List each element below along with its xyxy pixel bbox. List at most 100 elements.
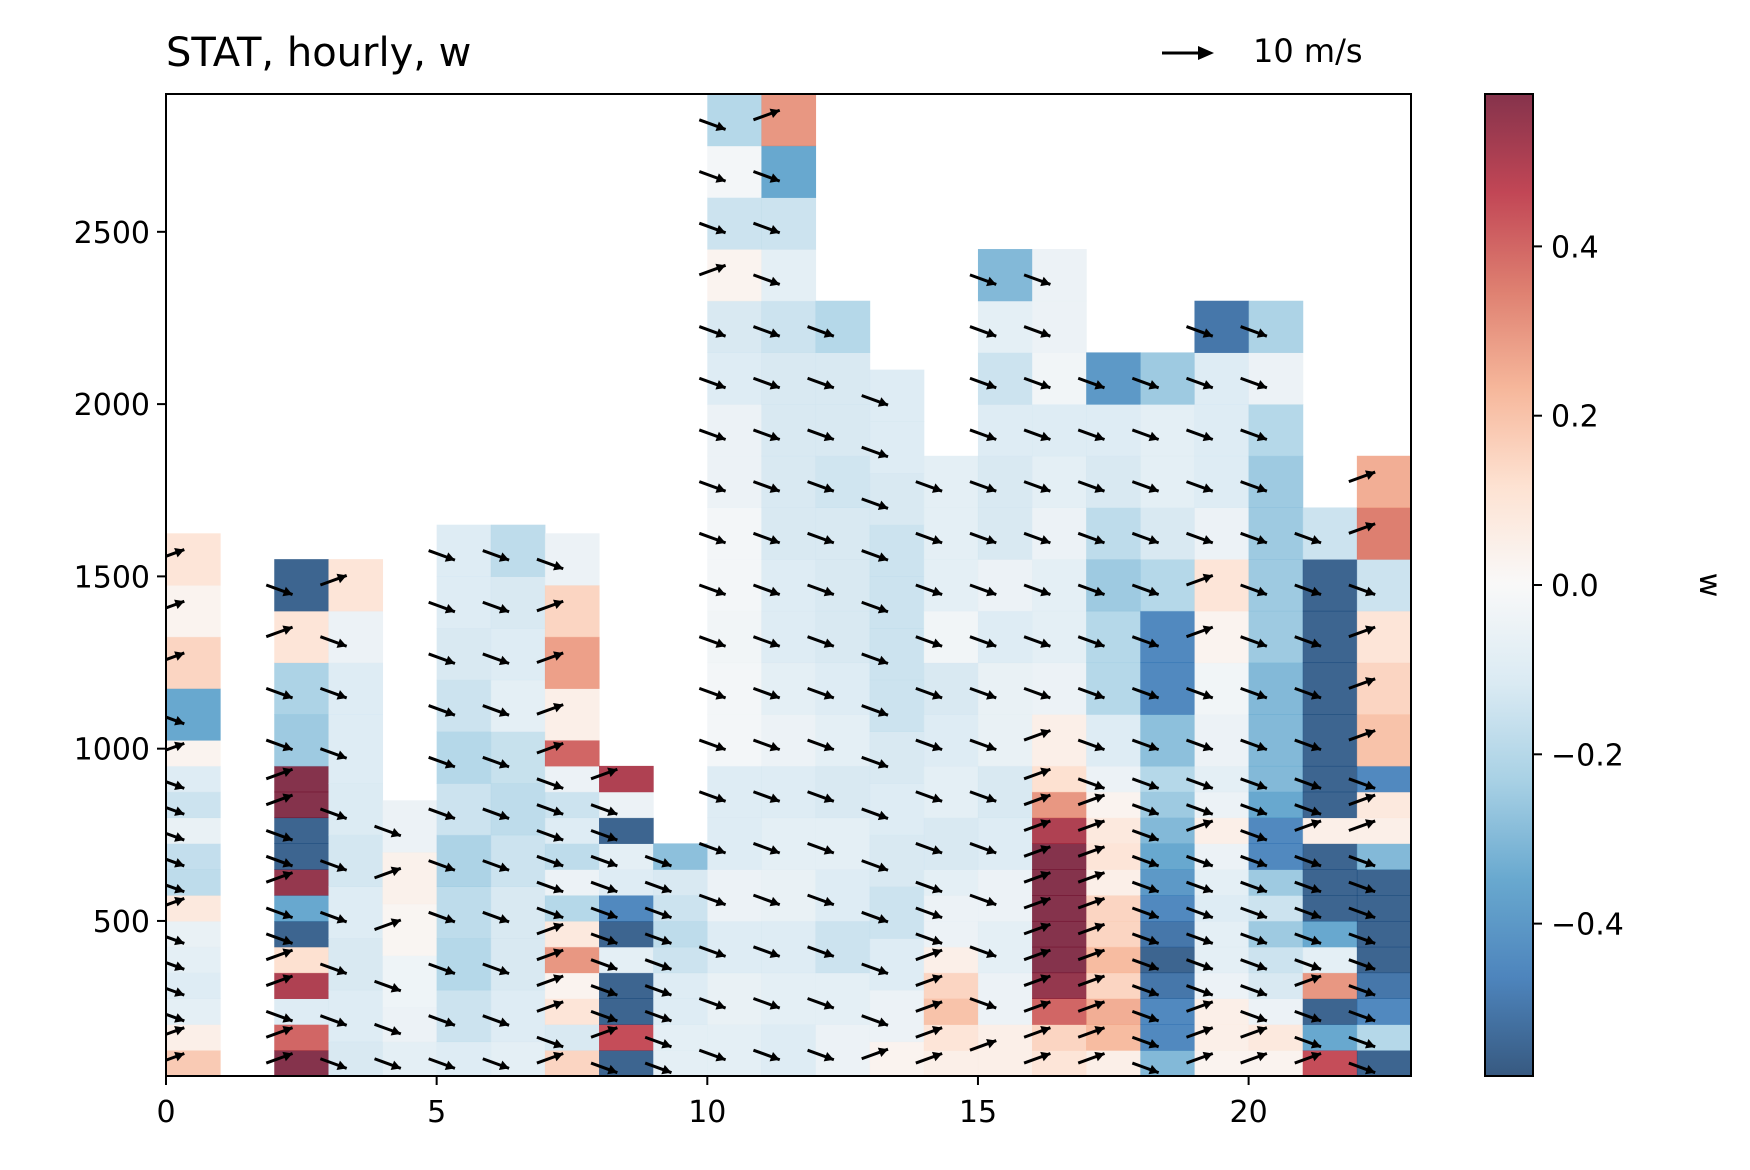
wind-arrow [861, 859, 889, 872]
wind-arrow [1131, 854, 1160, 868]
wind-arrow [969, 583, 997, 597]
heatmap-cell [923, 559, 979, 612]
heatmap-cell [815, 817, 871, 870]
wind-arrow [752, 686, 781, 700]
wind-arrow [482, 1057, 510, 1070]
wind-arrow [166, 1012, 185, 1023]
wind-arrow [807, 790, 835, 803]
x-tick-label: 0 [156, 1095, 175, 1130]
wind-arrow [536, 948, 564, 962]
x-tick-label: 5 [427, 1095, 446, 1130]
heatmap-cell [869, 369, 925, 422]
wind-arrow [1294, 531, 1322, 545]
wind-arrow [319, 1014, 348, 1027]
wind-arrow [482, 859, 510, 872]
wind-arrow [1131, 1061, 1160, 1075]
wind-arrow [590, 880, 618, 894]
wind-arrow [698, 893, 727, 907]
heatmap-cell [1356, 895, 1411, 922]
wind-arrow [1023, 376, 1051, 390]
wind-arrow [1023, 793, 1051, 807]
wind-arrow [1240, 777, 1268, 791]
y-tick-label: 500 [93, 905, 150, 940]
heatmap-cell [923, 998, 979, 1025]
heatmap-cell [274, 869, 329, 896]
wind-arrow [265, 870, 294, 884]
wind-arrow [752, 325, 781, 338]
wind-arrow [1185, 777, 1214, 791]
heatmap-cell [815, 972, 871, 1025]
wind-arrow [166, 1051, 185, 1062]
heatmap-cell [923, 920, 979, 948]
colorbar-ticks: −0.4 −0.2 0.0 0.2 0.4 [1533, 230, 1624, 943]
heatmap-cell [166, 998, 221, 1025]
wind-arrow [265, 854, 294, 868]
wind-arrow [1077, 1000, 1106, 1013]
wind-arrow [1023, 273, 1051, 287]
wind-arrow [915, 686, 943, 700]
wind-arrow [428, 755, 456, 769]
heatmap-cell [977, 920, 1033, 974]
wind-arrow [1240, 829, 1268, 842]
wind-arrow [1023, 922, 1051, 936]
heatmap-cell [274, 662, 329, 715]
heatmap-cell [274, 920, 329, 948]
wind-arrow [536, 557, 564, 571]
wind-arrow [915, 790, 943, 803]
colorbar: −0.4 −0.2 0.0 0.2 0.4 w [1484, 93, 1727, 1077]
heatmap-cell [977, 559, 1033, 612]
heatmap-cell [166, 1024, 221, 1051]
wind-arrow [1185, 480, 1214, 493]
quiver-key-arrow [1162, 46, 1214, 60]
heatmap-cell [1248, 300, 1304, 353]
wind-arrow [1185, 531, 1214, 545]
wind-arrow [166, 741, 185, 752]
y-tick-label: 2000 [74, 388, 150, 423]
heatmap-cell [544, 636, 600, 689]
wind-arrow [1023, 480, 1051, 493]
x-tick-label: 15 [959, 1095, 997, 1130]
y-axis: 500 1000 1500 2000 2500 [74, 216, 166, 940]
heatmap-cell [1356, 920, 1411, 948]
heatmap-cell [1032, 559, 1087, 612]
heatmap-cell [1032, 895, 1087, 922]
wind-arrow [265, 1009, 294, 1023]
wind-arrow [752, 273, 781, 287]
wind-arrow [265, 906, 294, 920]
heatmap-cell [1248, 507, 1304, 560]
heatmap-cell [166, 972, 221, 999]
wind-arrow [915, 1000, 943, 1013]
wind-arrow [166, 961, 185, 971]
wind-arrow [698, 738, 727, 752]
wind-arrow [1185, 803, 1214, 816]
heatmap-cell [1032, 920, 1087, 948]
heatmap-cell [544, 740, 600, 767]
heatmap-cell [869, 938, 925, 991]
heatmap-cell [1032, 404, 1087, 457]
quiver-key: 10 m/s [1162, 32, 1363, 70]
heatmap-cell [923, 895, 979, 922]
wind-arrow [1294, 932, 1322, 946]
heatmap-cell [328, 783, 384, 836]
wind-arrow [1240, 635, 1268, 648]
heatmap-cell [544, 920, 600, 948]
wind-arrow [536, 777, 564, 791]
wind-arrow [1131, 829, 1160, 842]
wind-arrow [265, 686, 294, 700]
wind-arrow [915, 480, 943, 493]
heatmap-cell [1194, 352, 1250, 405]
wind-arrow [319, 807, 348, 821]
heatmap-cell [761, 197, 817, 250]
heatmap-cell [382, 800, 438, 853]
wind-arrow [861, 600, 889, 614]
wind-arrow [915, 1026, 943, 1039]
wind-arrow [861, 445, 889, 459]
heatmap-cell [707, 197, 762, 250]
heatmap-cell [1032, 998, 1087, 1025]
heatmap-cell [1086, 1024, 1141, 1051]
heatmap-cell [599, 765, 654, 793]
heatmap-cell [1086, 662, 1141, 715]
wind-arrow [698, 428, 727, 442]
wind-arrow [1294, 583, 1322, 597]
wind-arrow [1348, 677, 1376, 690]
